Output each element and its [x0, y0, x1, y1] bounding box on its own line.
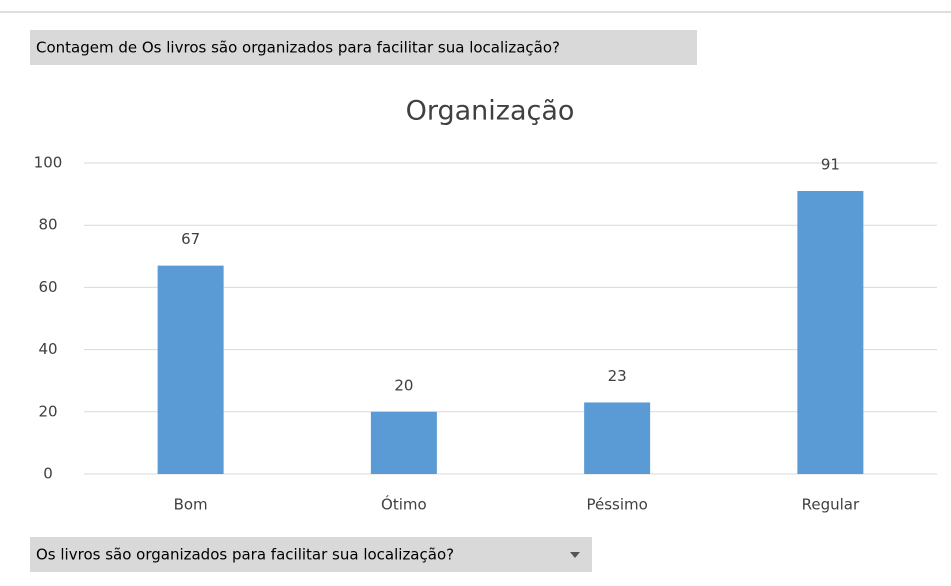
pivot-header: Contagem de Os livros são organizados pa…	[36, 39, 560, 57]
data-label: 23	[608, 367, 627, 385]
axis-field-button[interactable]: Os livros são organizados para facilitar…	[30, 537, 592, 572]
x-tick-label: Péssimo	[586, 496, 647, 514]
dropdown-arrow[interactable]	[570, 552, 580, 558]
x-tick-label: Bom	[174, 496, 208, 514]
y-tick-label: 40	[38, 340, 57, 358]
pivot-header-box	[30, 30, 697, 65]
field-button-label[interactable]: Os livros são organizados para facilitar…	[36, 546, 454, 564]
data-label: 67	[181, 230, 200, 248]
y-tick-label: 80	[38, 216, 57, 234]
y-tick-label: 0	[43, 465, 53, 483]
x-tick-label: Ótimo	[381, 495, 427, 514]
y-tick-label: 60	[38, 278, 57, 296]
y-tick-label: 100	[34, 154, 63, 172]
bar	[584, 402, 651, 474]
y-tick-label: 20	[38, 402, 57, 420]
data-label: 20	[394, 376, 413, 394]
field-button-box[interactable]	[30, 537, 592, 572]
chart-title: Organização	[406, 96, 575, 127]
x-tick-label: Regular	[802, 496, 860, 514]
bar	[797, 190, 864, 475]
bar	[370, 411, 437, 474]
bar	[157, 265, 224, 474]
data-label: 91	[821, 155, 840, 173]
